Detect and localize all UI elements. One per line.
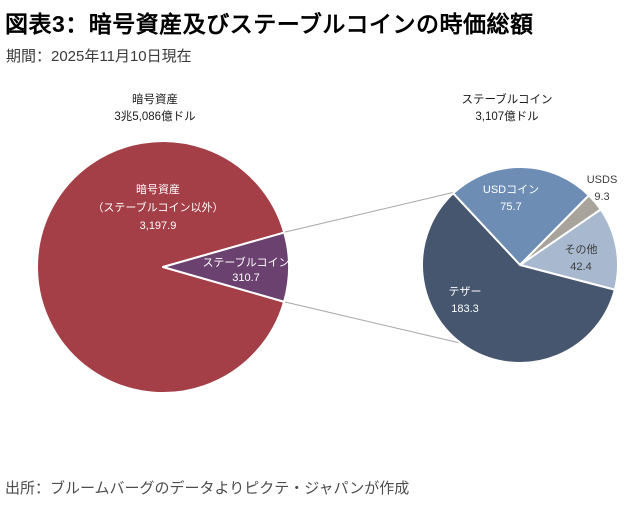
series-connector-line <box>284 191 455 233</box>
pie-title-stablecoin-breakdown: 3,107億ドル <box>475 110 538 123</box>
slice-label-crypto-ex-stablecoin: 暗号資産 <box>136 182 180 196</box>
slice-label-tether: テザー <box>449 285 482 298</box>
slice-label-crypto-ex-stablecoin: 3,197.9 <box>140 220 177 232</box>
pie-title-stablecoin-breakdown: ステーブルコイン <box>461 92 552 106</box>
slice-label-stablecoin-wedge: 310.7 <box>232 272 260 284</box>
slice-label-other: その他 <box>565 243 598 256</box>
pie-slice-other <box>519 208 619 291</box>
slice-label-usds: USDS <box>587 174 618 186</box>
slice-label-crypto-ex-stablecoin: （ステーブルコイン以外） <box>92 200 223 214</box>
pie-title-crypto-total: 3兆5,086億ドル <box>114 110 195 123</box>
series-connector-line <box>284 301 462 344</box>
pie-slice-usd-coin <box>452 166 590 266</box>
pie-slice-crypto-ex-stablecoin <box>36 140 286 394</box>
pie-slice-stablecoin-wedge <box>162 231 290 303</box>
slice-label-other: 42.4 <box>570 261 591 273</box>
slice-label-usds: 9.3 <box>594 191 609 203</box>
slice-label-tether: 183.3 <box>451 303 479 315</box>
pie-slice-tether <box>421 192 616 364</box>
figure-title: 図表3：暗号資産及びステーブルコインの時価総額 <box>5 11 534 37</box>
figure-source: 出所：ブルームバーグのデータよりピクテ・ジャパンが作成 <box>5 480 410 497</box>
slice-label-usd-coin: 75.7 <box>500 201 521 213</box>
slice-label-usd-coin: USDコイン <box>483 184 539 196</box>
slice-label-stablecoin-wedge: ステーブルコイン <box>202 255 289 269</box>
pie-title-crypto-total: 暗号資産 <box>132 92 178 106</box>
figure-period: 期間：2025年11月10日現在 <box>6 48 192 65</box>
